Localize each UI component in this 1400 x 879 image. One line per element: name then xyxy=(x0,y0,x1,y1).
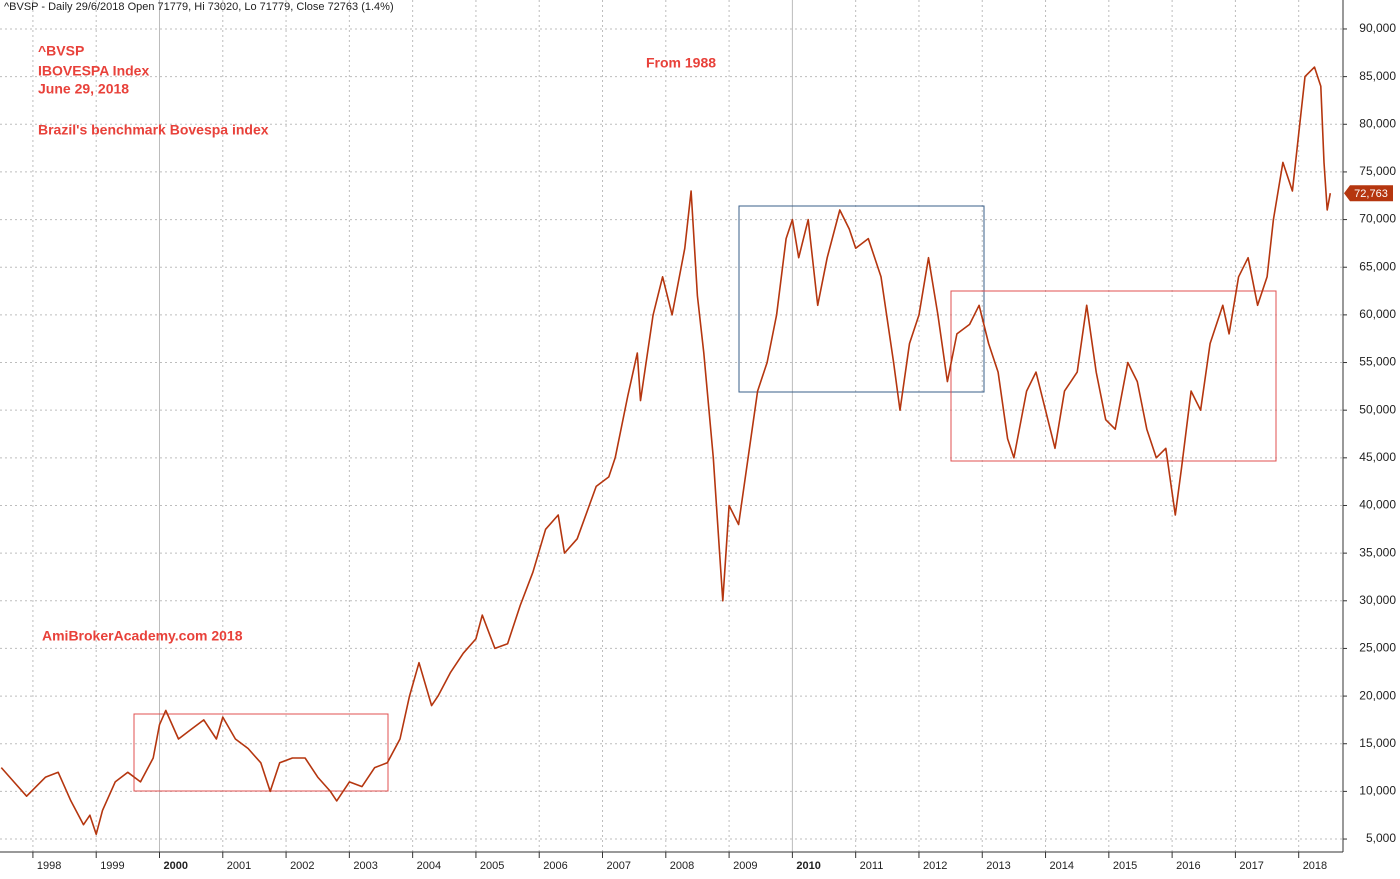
x-tick-label: 2000 xyxy=(163,860,187,872)
x-tick-label: 2015 xyxy=(1113,860,1137,872)
x-tick-label: 1999 xyxy=(100,860,124,872)
y-tick-label: 25,000 xyxy=(1359,641,1396,655)
x-tick-label: 2011 xyxy=(860,860,884,872)
x-tick-label: 2010 xyxy=(796,860,820,872)
price-line xyxy=(0,66,1332,836)
range-box xyxy=(950,290,1277,462)
x-tick-label: 2018 xyxy=(1303,860,1327,872)
y-tick-label: 35,000 xyxy=(1359,545,1396,559)
y-tick-label: 75,000 xyxy=(1359,164,1396,178)
x-tick-label: 2005 xyxy=(480,860,504,872)
x-tick-label: 1998 xyxy=(37,860,61,872)
annotation: From 1988 xyxy=(646,55,716,71)
range-box xyxy=(738,205,985,393)
y-tick-label: 40,000 xyxy=(1359,498,1396,512)
chart-title: ^BVSP - Daily 29/6/2018 Open 71779, Hi 7… xyxy=(4,1,394,13)
x-tick-label: 2001 xyxy=(227,860,251,872)
y-tick-label: 80,000 xyxy=(1359,116,1396,130)
annotation: ^BVSP xyxy=(38,43,84,59)
y-tick-label: 10,000 xyxy=(1359,784,1396,798)
y-tick-label: 15,000 xyxy=(1359,736,1396,750)
annotation: IBOVESPA Index xyxy=(38,63,149,79)
x-tick-label: 2017 xyxy=(1239,860,1263,872)
y-tick-label: 50,000 xyxy=(1359,402,1396,416)
x-tick-label: 2006 xyxy=(543,860,567,872)
y-tick-label: 5,000 xyxy=(1366,831,1396,845)
y-tick-label: 60,000 xyxy=(1359,307,1396,321)
x-tick-label: 2008 xyxy=(670,860,694,872)
y-tick-label: 70,000 xyxy=(1359,212,1396,226)
y-tick-label: 20,000 xyxy=(1359,688,1396,702)
marks xyxy=(0,66,1332,836)
x-tick-label: 2002 xyxy=(290,860,314,872)
close-label: 72,763 xyxy=(1354,188,1388,200)
annotation: June 29, 2018 xyxy=(38,81,129,97)
close-label-box xyxy=(1344,185,1393,202)
x-tick-label: 2012 xyxy=(923,860,947,872)
y-tick-label: 85,000 xyxy=(1359,69,1396,83)
x-tick-label: 2016 xyxy=(1176,860,1200,872)
grid xyxy=(0,0,1343,852)
range-box xyxy=(133,713,389,792)
y-tick-label: 65,000 xyxy=(1359,259,1396,273)
x-tick-label: 2003 xyxy=(353,860,377,872)
x-tick-label: 2007 xyxy=(607,860,631,872)
y-tick-label: 30,000 xyxy=(1359,593,1396,607)
y-tick-label: 55,000 xyxy=(1359,355,1396,369)
y-tick-label: 90,000 xyxy=(1359,21,1396,35)
y-tick-label: 45,000 xyxy=(1359,450,1396,464)
x-tick-label: 2009 xyxy=(733,860,757,872)
x-tick-label: 2013 xyxy=(986,860,1010,872)
x-tick-label: 2014 xyxy=(1050,860,1074,872)
annotation: AmiBrokerAcademy.com 2018 xyxy=(42,628,243,644)
annotation: Brazil's benchmark Bovespa index xyxy=(38,122,269,138)
x-tick-label: 2004 xyxy=(417,860,441,872)
